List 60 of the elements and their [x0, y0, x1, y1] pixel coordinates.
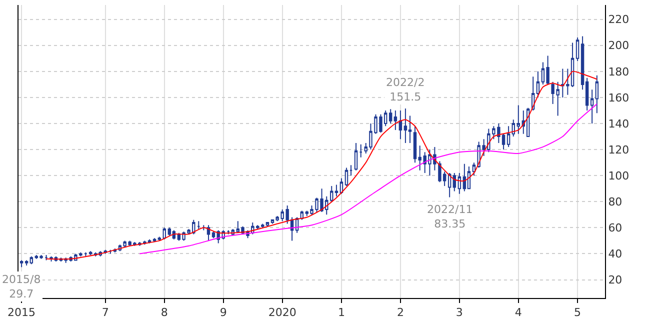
candlestick	[330, 186, 334, 202]
x-tick-label: 7	[102, 306, 109, 320]
y-tick-label: 100	[608, 169, 630, 182]
line-series	[139, 103, 598, 254]
candlestick	[452, 172, 456, 192]
candlestick	[334, 184, 338, 197]
candlestick	[462, 163, 466, 192]
candlestick	[506, 126, 510, 148]
candlestick	[448, 172, 452, 198]
x-tick-label: 5	[574, 306, 582, 320]
candlestick	[512, 119, 515, 138]
y-tick-label: 60	[608, 222, 622, 235]
y-tick-label: 120	[608, 143, 630, 156]
candlestick	[44, 254, 48, 261]
y-tick-label: 20	[608, 274, 622, 287]
y-tick-label: 40	[608, 248, 622, 261]
x-tick-label: 2	[396, 306, 404, 320]
y-tick-label: 200	[608, 39, 630, 52]
candlestick	[20, 260, 24, 268]
candlestick	[467, 166, 471, 190]
candlestick	[88, 250, 92, 256]
x-tick-label: 9	[220, 306, 227, 320]
annotation: 2022/2 151.5	[386, 76, 425, 104]
candlestick	[197, 220, 200, 230]
candlestick	[576, 37, 580, 62]
x-tick-label: 8	[160, 306, 168, 320]
candlestick	[590, 89, 594, 124]
y-tick-label: 80	[608, 195, 622, 208]
candlestick	[394, 110, 398, 131]
candlestick	[388, 108, 392, 124]
x-tick-label: 3	[456, 306, 463, 320]
candlestick	[30, 256, 34, 265]
y-tick-label: 220	[608, 13, 630, 26]
candlestick	[340, 178, 344, 194]
candlestick	[261, 223, 264, 228]
annotation: 2015/8 29.7	[2, 273, 41, 300]
candlestick	[398, 110, 402, 140]
candlestick	[344, 167, 348, 187]
candlestick	[536, 70, 540, 98]
y-tick-label: 160	[608, 91, 630, 104]
candlestick	[206, 224, 210, 242]
annotation: 2022/11 83.35	[427, 203, 473, 230]
x-tick-label: 2020	[268, 306, 296, 320]
candlestick	[84, 252, 88, 257]
candlestick	[404, 108, 408, 144]
y-tick-label: 140	[608, 117, 630, 130]
candlestick	[458, 172, 462, 194]
x-tick-label: 4	[514, 306, 522, 320]
candlestick	[226, 230, 230, 235]
candlestick	[290, 216, 294, 242]
candlestick	[359, 144, 362, 158]
y-tick-label: 180	[608, 65, 630, 78]
candlestick	[349, 164, 353, 176]
candlestick	[354, 142, 358, 171]
x-tick-label: 1	[338, 306, 345, 320]
candlestick	[595, 74, 599, 114]
line-series	[46, 70, 598, 260]
candlestick	[516, 104, 520, 134]
x-tick-label: 2015	[8, 306, 36, 320]
candlestick	[24, 260, 28, 266]
